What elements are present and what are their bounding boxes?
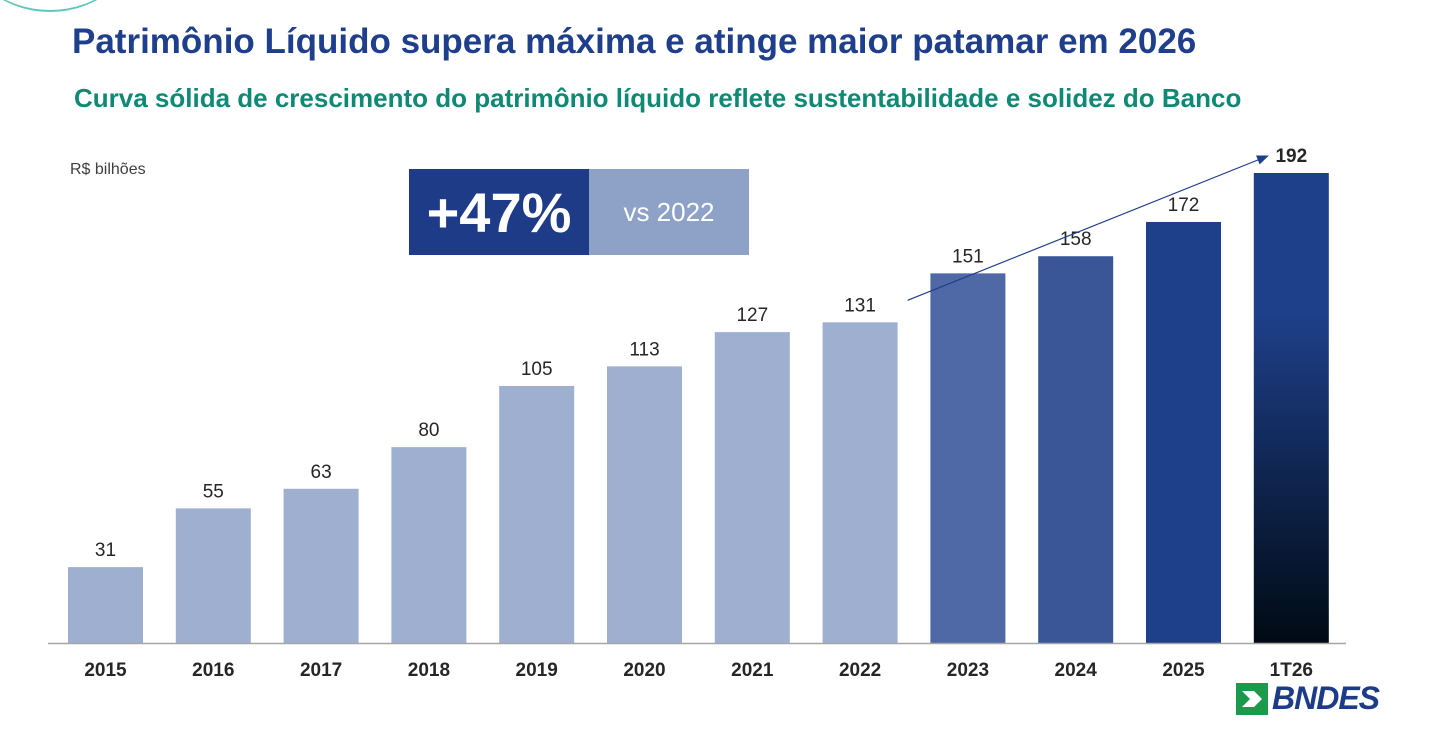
category-label-2017: 2017 — [300, 660, 342, 681]
bar-2018 — [391, 447, 467, 643]
value-label-2018: 80 — [418, 420, 439, 441]
value-label-2025: 172 — [1168, 195, 1200, 216]
bar-2019 — [499, 385, 575, 643]
value-label-2020: 113 — [629, 339, 659, 360]
category-label-2022: 2022 — [839, 660, 881, 681]
category-label-2021: 2021 — [731, 660, 774, 681]
bar-2025 — [1146, 221, 1221, 644]
value-label-2022: 131 — [844, 295, 876, 316]
category-label-2023: 2023 — [947, 660, 989, 681]
growth-value: +47% — [409, 169, 589, 255]
trend-arrow — [907, 155, 1269, 301]
category-label-2025: 2025 — [1162, 660, 1205, 681]
value-label-2017: 63 — [311, 462, 332, 483]
value-label-2021: 127 — [736, 305, 768, 326]
bar-2016 — [175, 508, 251, 643]
value-label-2016: 55 — [203, 481, 224, 502]
value-label-2015: 31 — [95, 540, 116, 561]
category-label-1T26: 1T26 — [1270, 660, 1313, 681]
category-label-2020: 2020 — [623, 660, 665, 681]
category-label-2024: 2024 — [1055, 660, 1098, 681]
value-label-2019: 105 — [521, 359, 553, 380]
bndes-logo: BNDES — [1236, 680, 1380, 717]
bndes-logo-text: BNDES — [1272, 680, 1380, 716]
bar-2024 — [1038, 256, 1114, 643]
category-label-2015: 2015 — [84, 660, 127, 681]
bar-1T26 — [1253, 173, 1329, 643]
bar-2022 — [822, 322, 898, 643]
value-label-2024: 158 — [1060, 229, 1092, 250]
value-label-1T26: 192 — [1275, 146, 1307, 167]
bndes-logo-icon — [1236, 682, 1268, 715]
growth-comparison: vs 2022 — [589, 169, 749, 255]
growth-badge: +47% vs 2022 — [409, 169, 749, 255]
bar-2015 — [68, 567, 143, 643]
bar-2017 — [283, 488, 359, 643]
bar-2021 — [714, 332, 790, 643]
value-label-2023: 151 — [952, 246, 984, 267]
category-label-2019: 2019 — [516, 660, 558, 681]
page-title: Patrimônio Líquido supera máxima e ating… — [72, 22, 1197, 61]
bar-2023 — [930, 273, 1006, 643]
category-label-2016: 2016 — [192, 660, 234, 681]
bar-2020 — [607, 366, 682, 643]
category-label-2018: 2018 — [408, 660, 450, 681]
unit-label: R$ bilhões — [70, 161, 146, 178]
page-subtitle: Curva sólida de crescimento do patrimôni… — [74, 83, 1242, 113]
